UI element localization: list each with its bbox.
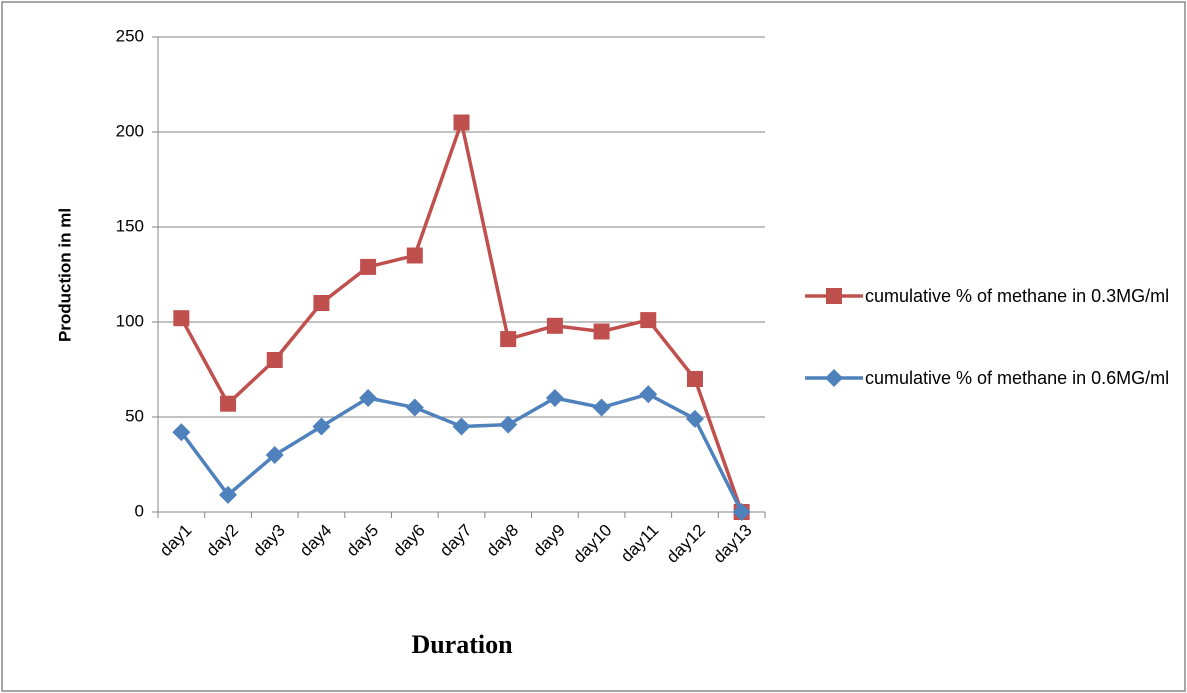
marker	[640, 312, 657, 329]
marker	[500, 331, 517, 348]
legend-swatch	[805, 288, 863, 304]
legend-marker	[826, 288, 842, 304]
marker	[732, 503, 751, 521]
y-tick-label: 100	[116, 311, 144, 330]
legend-marker	[825, 369, 843, 387]
marker	[266, 352, 283, 368]
marker	[686, 371, 703, 387]
marker	[592, 398, 611, 417]
y-tick-label: 250	[116, 26, 144, 45]
marker	[219, 485, 238, 504]
x-axis-title: Duration	[411, 630, 513, 659]
marker	[360, 258, 377, 275]
marker	[593, 323, 610, 340]
y-tick-label: 0	[135, 501, 144, 520]
marker	[545, 389, 564, 407]
y-tick-label: 50	[125, 406, 144, 425]
marker	[172, 423, 191, 442]
legend-label: cumulative % of methane in 0.3MG/ml	[865, 286, 1170, 306]
marker	[220, 395, 237, 412]
marker	[546, 317, 563, 334]
y-tick-label: 150	[116, 216, 144, 235]
y-axis-title: Production in ml	[55, 208, 74, 342]
marker	[685, 409, 704, 428]
marker	[499, 415, 518, 434]
marker	[639, 385, 658, 404]
marker	[313, 295, 330, 311]
marker	[359, 389, 378, 407]
marker	[452, 417, 471, 436]
marker	[406, 247, 423, 264]
marker	[265, 446, 284, 464]
y-tick-label: 200	[116, 121, 144, 140]
legend-label: cumulative % of methane in 0.6MG/ml	[865, 368, 1170, 388]
legend-swatch	[805, 369, 863, 387]
marker	[453, 114, 470, 131]
marker	[173, 310, 190, 327]
marker	[405, 398, 424, 417]
marker	[312, 417, 331, 436]
